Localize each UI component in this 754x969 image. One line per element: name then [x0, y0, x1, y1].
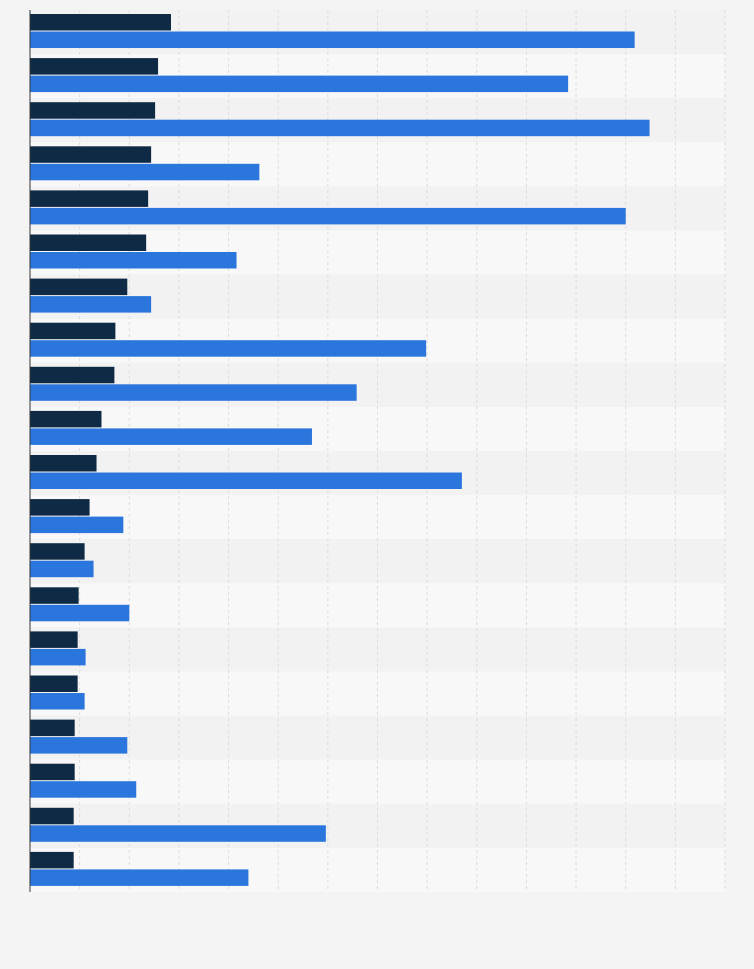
bar — [30, 340, 426, 357]
bar — [30, 120, 650, 137]
bar — [30, 32, 635, 49]
bar — [30, 543, 85, 560]
bar — [30, 279, 127, 296]
bar — [30, 764, 75, 781]
bar — [30, 517, 123, 534]
bar — [30, 428, 312, 445]
bar — [30, 367, 114, 384]
bar — [30, 384, 357, 401]
bar — [30, 499, 90, 515]
bar — [30, 14, 171, 31]
bar — [30, 676, 78, 693]
bar — [30, 296, 151, 313]
bar — [30, 869, 248, 886]
bar — [30, 852, 74, 869]
bar — [30, 587, 79, 604]
bar — [30, 235, 146, 252]
bar — [30, 808, 74, 825]
bar — [30, 473, 462, 490]
bar — [30, 720, 75, 737]
bar — [30, 411, 101, 428]
bar — [30, 252, 237, 269]
bar — [30, 825, 326, 842]
bar — [30, 455, 97, 472]
bar — [30, 208, 626, 225]
bar — [30, 58, 158, 75]
bar — [30, 561, 94, 578]
bar — [30, 605, 129, 622]
bar — [30, 102, 155, 119]
bar — [30, 781, 136, 798]
bar — [30, 737, 127, 754]
bar — [30, 693, 85, 710]
bar — [30, 190, 148, 207]
bar — [30, 76, 568, 93]
bar — [30, 164, 259, 181]
bar — [30, 323, 115, 340]
bar — [30, 631, 78, 648]
bar — [30, 146, 151, 163]
bar — [30, 649, 86, 666]
